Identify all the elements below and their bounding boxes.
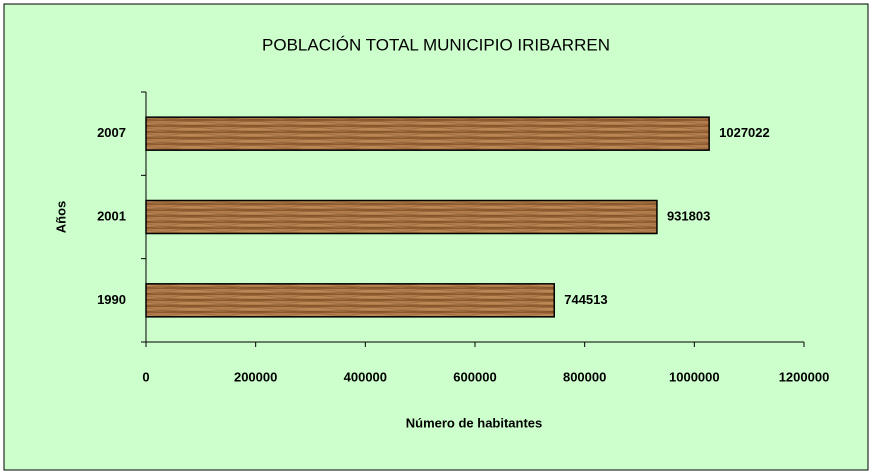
x-tick-label: 400000 [344,369,387,384]
x-axis-label: Número de habitantes [406,415,543,430]
x-tick-label: 200000 [234,369,277,384]
x-tick-label: 1000000 [669,369,720,384]
chart-title: POBLACIÓN TOTAL MUNICIPIO IRIBARREN [262,35,610,54]
value-label: 931803 [667,208,710,223]
bar [145,116,710,151]
y-tick-label: 2001 [97,208,126,223]
x-tick-label: 0 [142,369,149,384]
x-tick-label: 800000 [563,369,606,384]
y-axis-label: Años [53,201,68,234]
x-tick-label: 600000 [453,369,496,384]
y-tick-label: 1990 [97,292,126,307]
bar [145,283,555,318]
chart-background [3,3,869,471]
x-tick-label: 1200000 [779,369,830,384]
y-tick-label: 2007 [97,125,126,140]
bar [145,199,658,235]
value-label: 744513 [564,292,607,307]
value-label: 1027022 [719,125,770,140]
